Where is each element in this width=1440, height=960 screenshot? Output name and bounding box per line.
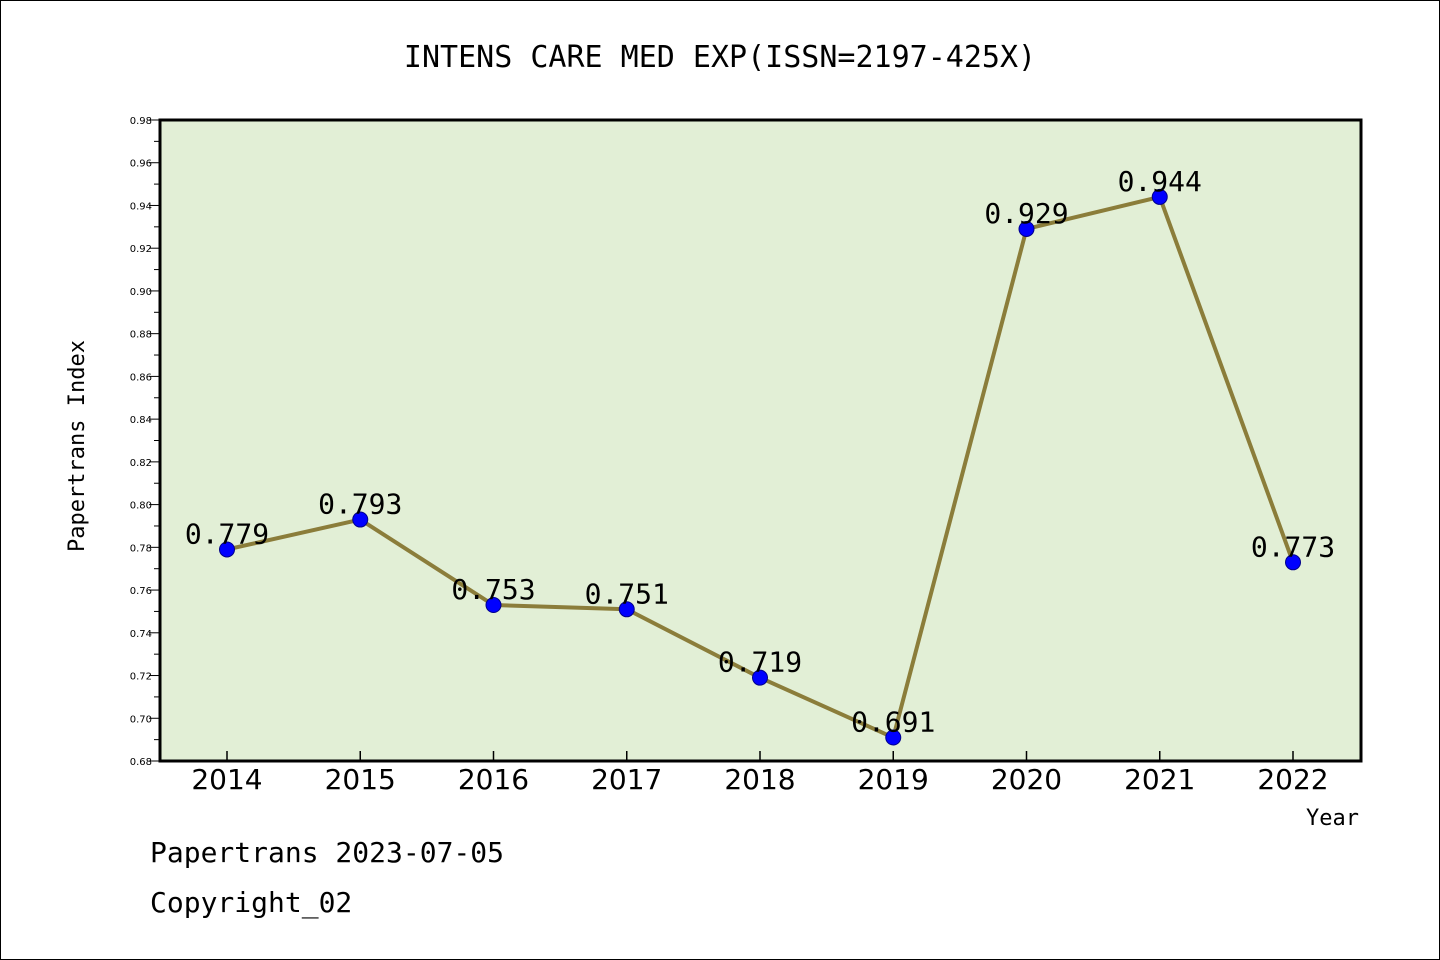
data-point [752, 669, 768, 686]
x-tick-label: 2016 [458, 763, 529, 796]
data-label: 0.773 [1251, 530, 1335, 563]
y-axis-label: Papertrans Index [65, 340, 90, 552]
data-point [885, 729, 902, 746]
x-tick-label: 2015 [325, 763, 396, 796]
y-tick-label: 0.76 [130, 586, 152, 597]
y-tick-label: 0.84 [130, 415, 152, 426]
x-tick-label: 2022 [1257, 763, 1328, 796]
x-axis-label: Year [1306, 806, 1359, 831]
data-point [1018, 220, 1035, 237]
y-tick-label: 0.90 [130, 287, 152, 298]
data-label: 0.929 [984, 197, 1068, 230]
data-point [219, 541, 235, 558]
x-tick-label: 2021 [1124, 763, 1195, 796]
y-tick-label: 0.78 [130, 543, 152, 554]
data-label: 0.719 [718, 646, 802, 679]
data-label: 0.944 [1118, 165, 1202, 198]
data-label: 0.751 [585, 577, 669, 610]
y-tick-label: 0.68 [130, 757, 152, 768]
data-labels-group: 0.779 0.793 0.753 0.751 0.719 0.691 0.929 0.944… [185, 165, 1335, 739]
footer-date: Papertrans 2023-07-05 [150, 836, 505, 869]
chart-title: INTENS CARE MED EXP(ISSN=2197-425X) [404, 40, 1036, 75]
data-point [352, 511, 369, 528]
data-label: 0.793 [318, 488, 402, 521]
data-label: 0.779 [185, 517, 269, 550]
markers-group [219, 188, 1301, 746]
y-tick-label: 0.82 [130, 458, 152, 469]
data-label: 0.691 [851, 705, 935, 738]
y-tick-label: 0.80 [130, 501, 152, 512]
x-tick-label: 2018 [724, 763, 795, 796]
y-tick-label: 0.92 [130, 244, 152, 255]
plot-area [158, 118, 1363, 763]
y-axis: 0.68 0.70 0.72 0.74 0.76 0.78 0.80 0.82 0.84 0.86… [130, 116, 160, 768]
y-tick-label: 0.88 [130, 330, 152, 341]
y-tick-label: 0.94 [130, 201, 152, 212]
data-point [618, 601, 635, 618]
x-axis: 2014 2015 2016 2017 2018 2019 2020 2021 2022 [191, 751, 1329, 796]
y-tick-label: 0.70 [130, 714, 152, 725]
y-tick-label: 0.74 [130, 629, 152, 640]
footer-copyright: Copyright_02 [150, 886, 353, 919]
x-tick-label: 2020 [991, 763, 1062, 796]
data-point [1285, 554, 1301, 571]
y-tick-label: 0.98 [130, 116, 152, 127]
y-tick-label: 0.72 [130, 672, 152, 683]
data-point [1151, 188, 1168, 205]
x-tick-label: 2019 [858, 763, 929, 796]
data-label: 0.753 [451, 573, 535, 606]
y-tick-label: 0.86 [130, 372, 152, 383]
x-tick-label: 2014 [191, 763, 262, 796]
data-point [485, 597, 502, 614]
y-tick-label: 0.96 [130, 159, 152, 170]
x-tick-label: 2017 [591, 763, 662, 796]
